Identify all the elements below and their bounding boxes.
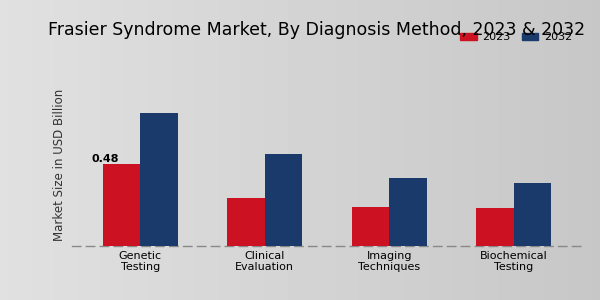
Bar xyxy=(352,207,389,246)
Bar xyxy=(227,198,265,246)
Y-axis label: Market Size in USD Billion: Market Size in USD Billion xyxy=(53,89,67,241)
Bar xyxy=(103,164,140,246)
Legend: 2023, 2032: 2023, 2032 xyxy=(455,28,577,47)
Bar xyxy=(476,208,514,246)
Bar xyxy=(514,183,551,246)
Text: Frasier Syndrome Market, By Diagnosis Method, 2023 & 2032: Frasier Syndrome Market, By Diagnosis Me… xyxy=(48,21,585,39)
Bar xyxy=(140,113,178,246)
Bar xyxy=(389,178,427,246)
Bar xyxy=(265,154,302,246)
Text: 0.48: 0.48 xyxy=(92,154,119,164)
